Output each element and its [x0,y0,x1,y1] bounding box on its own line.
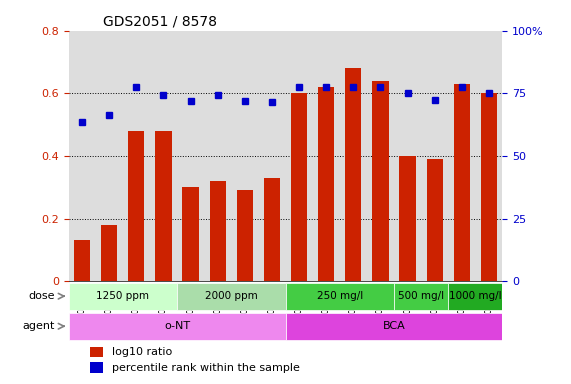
FancyBboxPatch shape [448,283,502,310]
Bar [372,81,389,281]
Bar [481,93,497,281]
Text: 250 mg/l: 250 mg/l [317,291,363,301]
Bar [454,84,470,281]
Text: agent: agent [23,321,55,331]
Text: percentile rank within the sample: percentile rank within the sample [112,362,300,372]
Text: 1250 ppm: 1250 ppm [96,291,149,301]
Text: 500 mg/l: 500 mg/l [398,291,444,301]
Bar [183,187,199,281]
Text: BCA: BCA [383,321,405,331]
Bar [101,225,118,281]
Bar [90,346,103,357]
FancyBboxPatch shape [69,313,286,340]
Bar [291,93,307,281]
Bar [400,156,416,281]
Text: 2000 ppm: 2000 ppm [205,291,258,301]
Bar [237,190,253,281]
FancyBboxPatch shape [177,283,286,310]
Bar [318,87,335,281]
Text: 1000 mg/l: 1000 mg/l [449,291,502,301]
Text: o-NT: o-NT [164,321,190,331]
Bar [128,131,144,281]
Bar [210,181,226,281]
FancyBboxPatch shape [69,283,177,310]
Bar [345,68,361,281]
Bar [427,159,443,281]
Text: GDS2051 / 8578: GDS2051 / 8578 [103,14,217,28]
Text: log10 ratio: log10 ratio [112,347,172,357]
Bar [155,131,172,281]
FancyBboxPatch shape [394,283,448,310]
Bar [264,178,280,281]
FancyBboxPatch shape [286,313,502,340]
Bar [90,362,103,373]
Text: dose: dose [29,291,55,301]
Bar [74,240,90,281]
FancyBboxPatch shape [286,283,394,310]
